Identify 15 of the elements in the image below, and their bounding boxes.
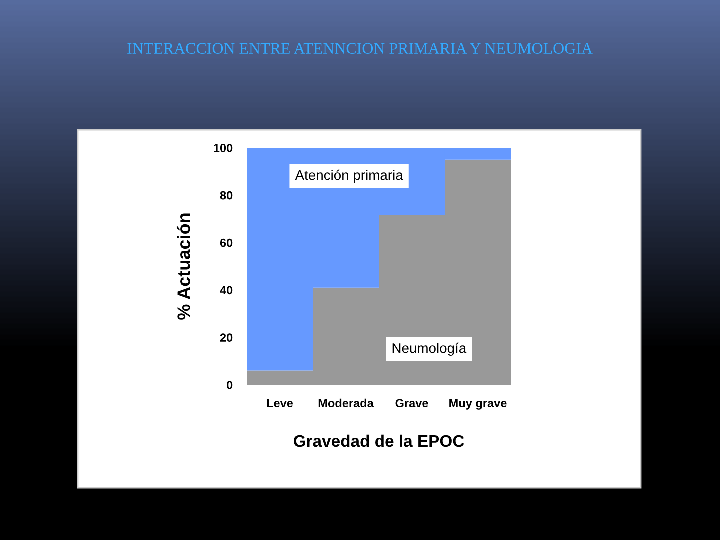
series-label: Neumología (392, 342, 467, 356)
series-label: Atención primaria (295, 170, 404, 183)
y-tick-label: 0 (227, 381, 233, 390)
x-axis-title: Gravedad de la EPOC (294, 434, 464, 448)
y-tick-label: 80 (220, 191, 233, 200)
y-axis-title: % Actuación (176, 214, 190, 320)
x-tick-label: Moderada (318, 398, 374, 408)
y-tick-label: 40 (220, 286, 233, 295)
y-tick-label: 20 (220, 334, 233, 342)
y-tick-label: 100 (214, 144, 233, 152)
x-tick-label: Leve (267, 399, 294, 408)
x-tick-label: Muy grave (450, 399, 507, 410)
x-tick-label: Grave (396, 399, 428, 408)
y-tick-label: 60 (220, 238, 233, 248)
chart-title: INTERACCION ENTRE ATENNCION PRIMARIA Y NEUMOLOGIA (128, 43, 593, 54)
